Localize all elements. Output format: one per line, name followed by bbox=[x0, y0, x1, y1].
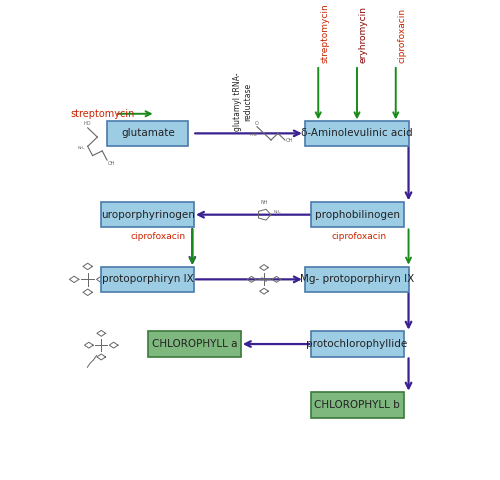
FancyBboxPatch shape bbox=[107, 121, 188, 146]
Text: uroporphyrinogen: uroporphyrinogen bbox=[101, 210, 194, 220]
Text: CHLOROPHYLL b: CHLOROPHYLL b bbox=[314, 400, 400, 410]
Text: eryhromycin: eryhromycin bbox=[359, 6, 368, 63]
FancyBboxPatch shape bbox=[304, 267, 410, 292]
FancyBboxPatch shape bbox=[304, 121, 410, 146]
FancyBboxPatch shape bbox=[310, 332, 404, 357]
Text: ciprofoxacin: ciprofoxacin bbox=[398, 8, 406, 63]
FancyBboxPatch shape bbox=[310, 202, 404, 227]
FancyBboxPatch shape bbox=[310, 393, 404, 418]
FancyBboxPatch shape bbox=[101, 202, 194, 227]
Text: glutamyl tRNA-
reductase: glutamyl tRNA- reductase bbox=[233, 72, 252, 131]
Text: HO: HO bbox=[84, 121, 92, 126]
Text: prophobilinogen: prophobilinogen bbox=[314, 210, 400, 220]
Text: streptomycin: streptomycin bbox=[320, 3, 329, 63]
Text: Mg: Mg bbox=[260, 277, 268, 282]
Text: protochlorophyllide: protochlorophyllide bbox=[306, 339, 408, 349]
Text: protoporphiryn IX: protoporphiryn IX bbox=[102, 275, 194, 284]
Text: Mg- protoporphiryn IX: Mg- protoporphiryn IX bbox=[300, 275, 414, 284]
Text: CHLOROPHYLL a: CHLOROPHYLL a bbox=[152, 339, 237, 349]
Text: NH₂: NH₂ bbox=[77, 146, 85, 150]
Text: streptomycin: streptomycin bbox=[70, 109, 134, 119]
Text: O: O bbox=[255, 121, 259, 126]
FancyBboxPatch shape bbox=[101, 267, 194, 292]
FancyBboxPatch shape bbox=[148, 332, 241, 357]
Text: ciprofoxacin: ciprofoxacin bbox=[130, 232, 186, 240]
Text: NH: NH bbox=[260, 200, 268, 205]
Text: δ-Aminolevulinic acid: δ-Aminolevulinic acid bbox=[301, 128, 413, 138]
Text: NH₂: NH₂ bbox=[274, 210, 281, 214]
Text: glutamate: glutamate bbox=[121, 128, 174, 138]
Text: OH: OH bbox=[108, 161, 116, 166]
Text: ciprofoxacin: ciprofoxacin bbox=[332, 232, 387, 240]
Text: OH: OH bbox=[286, 138, 293, 143]
Text: H₂N: H₂N bbox=[250, 132, 257, 137]
